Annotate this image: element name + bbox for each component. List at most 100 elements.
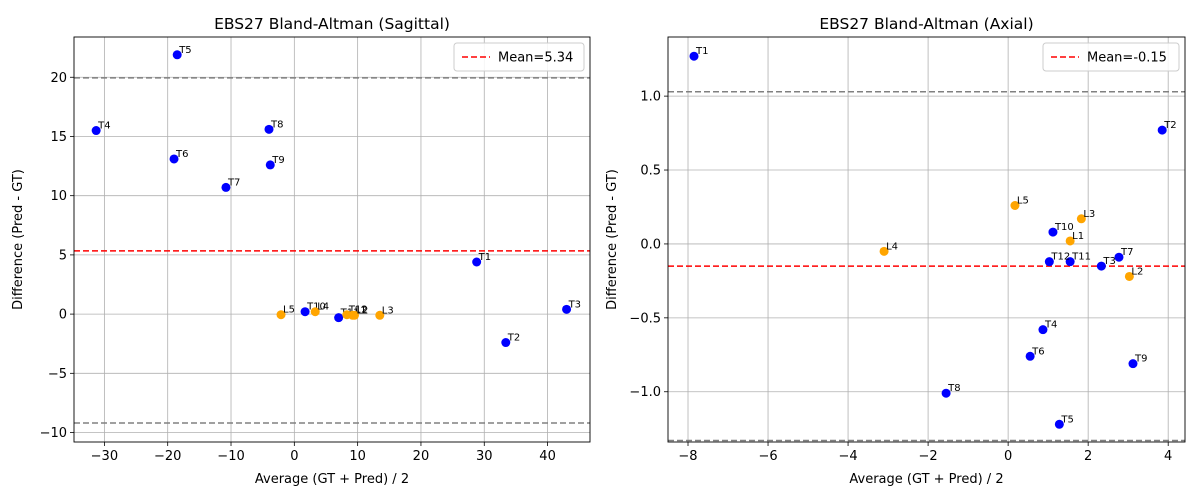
point-label-t1: T1	[478, 252, 491, 263]
point-label-t8: T8	[947, 383, 960, 394]
chart-1: T1T2T3T4T5T6T7T8T9T10T11T12L1L2L3L4L5−30…	[11, 15, 591, 487]
data-point-t7	[1114, 252, 1124, 262]
legend-box	[1042, 42, 1180, 72]
x-tick-label: 20	[413, 449, 430, 464]
legend-box	[453, 42, 585, 72]
data-point-l4	[879, 246, 889, 256]
point-label-t5: T5	[178, 45, 191, 56]
point-label-t6: T6	[1031, 346, 1044, 357]
point-label-t1: T1	[695, 46, 708, 57]
point-label-t2: T2	[1163, 120, 1176, 131]
x-tick-label: −4	[838, 449, 857, 464]
point-label-t4: T4	[97, 121, 110, 132]
y-axis-label: Difference (Pred - GT)	[605, 169, 620, 310]
x-tick-label: 0	[290, 449, 298, 464]
point-label-l1: L1	[355, 305, 367, 316]
point-label-t8: T8	[270, 119, 283, 130]
x-tick-label: −30	[91, 449, 118, 464]
data-point-t3	[562, 304, 572, 314]
point-label-t10: T10	[306, 302, 326, 313]
data-point-t7	[221, 182, 231, 192]
x-tick-label: 0	[1004, 449, 1012, 464]
point-label-l5: L5	[283, 305, 295, 316]
point-label-l2: L2	[356, 305, 368, 316]
y-tick-label: 15	[50, 130, 67, 145]
chart-title: EBS27 Bland-Altman (Sagittal)	[214, 15, 450, 33]
y-tick-label: 0.5	[640, 164, 661, 179]
x-tick-label: −2	[919, 449, 938, 464]
legend-label: Mean=-0.15	[1087, 51, 1167, 66]
point-label-l4: L4	[886, 241, 898, 252]
y-axis-label: Difference (Pred - GT)	[11, 169, 26, 310]
x-tick-label: −6	[758, 449, 777, 464]
point-label-t11: T11	[1071, 252, 1091, 263]
x-tick-label: −8	[678, 449, 697, 464]
y-tick-label: 0.0	[640, 237, 661, 252]
data-point-t1	[689, 51, 699, 61]
data-point-l3	[375, 310, 385, 320]
point-label-t3: T3	[1102, 256, 1115, 267]
x-tick-label: −10	[217, 449, 244, 464]
x-tick-label: 40	[539, 449, 556, 464]
x-tick-label: 10	[349, 449, 366, 464]
point-label-l4: L4	[317, 302, 329, 313]
y-tick-label: 10	[50, 189, 67, 204]
point-label-t12: T12	[1050, 252, 1070, 263]
point-label-t10: T10	[1054, 222, 1074, 233]
point-label-l5: L5	[1017, 196, 1029, 207]
y-tick-label: 5	[59, 248, 67, 263]
legend-label: Mean=5.34	[498, 51, 573, 66]
data-point-t8	[264, 124, 274, 134]
x-axis-label: Average (GT + Pred) / 2	[849, 472, 1003, 487]
data-point-t9	[1128, 359, 1138, 369]
x-axis-label: Average (GT + Pred) / 2	[255, 472, 409, 487]
y-tick-label: −1.0	[629, 385, 661, 400]
data-point-l2	[1124, 271, 1134, 281]
data-point-t9	[265, 160, 275, 170]
chart-title: EBS27 Bland-Altman (Axial)	[819, 15, 1033, 33]
point-label-t5: T5	[1060, 414, 1073, 425]
data-point-t2	[1157, 125, 1167, 135]
point-label-t7: T7	[1120, 247, 1133, 258]
point-label-l2: L2	[1131, 266, 1143, 277]
y-tick-label: −10	[40, 426, 67, 441]
point-label-l3: L3	[382, 305, 394, 316]
x-tick-label: 2	[1084, 449, 1092, 464]
data-point-l1	[1065, 236, 1075, 246]
legend: Mean=5.34	[453, 42, 585, 72]
y-tick-label: 0	[59, 308, 67, 323]
x-tick-label: 4	[1164, 449, 1172, 464]
point-label-t6: T6	[175, 149, 188, 160]
legend: Mean=-0.15	[1042, 42, 1180, 72]
point-label-l1: L1	[1072, 231, 1084, 242]
data-point-t5	[1054, 419, 1064, 429]
point-label-t12: T12	[348, 305, 368, 316]
data-point-t11	[334, 313, 344, 323]
data-point-l3	[1076, 214, 1086, 224]
data-point-t2	[501, 338, 511, 348]
data-point-l4	[310, 307, 320, 317]
data-point-t6	[169, 154, 179, 164]
plot-frame	[73, 36, 591, 443]
data-point-t12	[1044, 257, 1054, 267]
data-point-t10	[1048, 227, 1058, 237]
y-tick-label: 20	[50, 71, 67, 86]
data-point-t4	[1038, 325, 1048, 335]
data-point-t10	[300, 307, 310, 317]
plot-frame	[667, 36, 1186, 443]
point-label-t2: T2	[507, 333, 520, 344]
point-label-t4: T4	[1044, 320, 1057, 331]
y-tick-label: 1.0	[640, 90, 661, 105]
data-point-l5	[276, 310, 286, 320]
point-label-l3: L3	[1083, 209, 1095, 220]
x-tick-label: −20	[154, 449, 181, 464]
point-label-t3: T3	[568, 299, 581, 310]
data-point-t11	[1065, 257, 1075, 267]
data-point-t3	[1096, 261, 1106, 271]
point-label-t9: T9	[271, 155, 284, 166]
y-tick-label: −5	[48, 367, 67, 382]
data-point-t6	[1025, 351, 1035, 361]
y-tick-label: −0.5	[629, 311, 661, 326]
